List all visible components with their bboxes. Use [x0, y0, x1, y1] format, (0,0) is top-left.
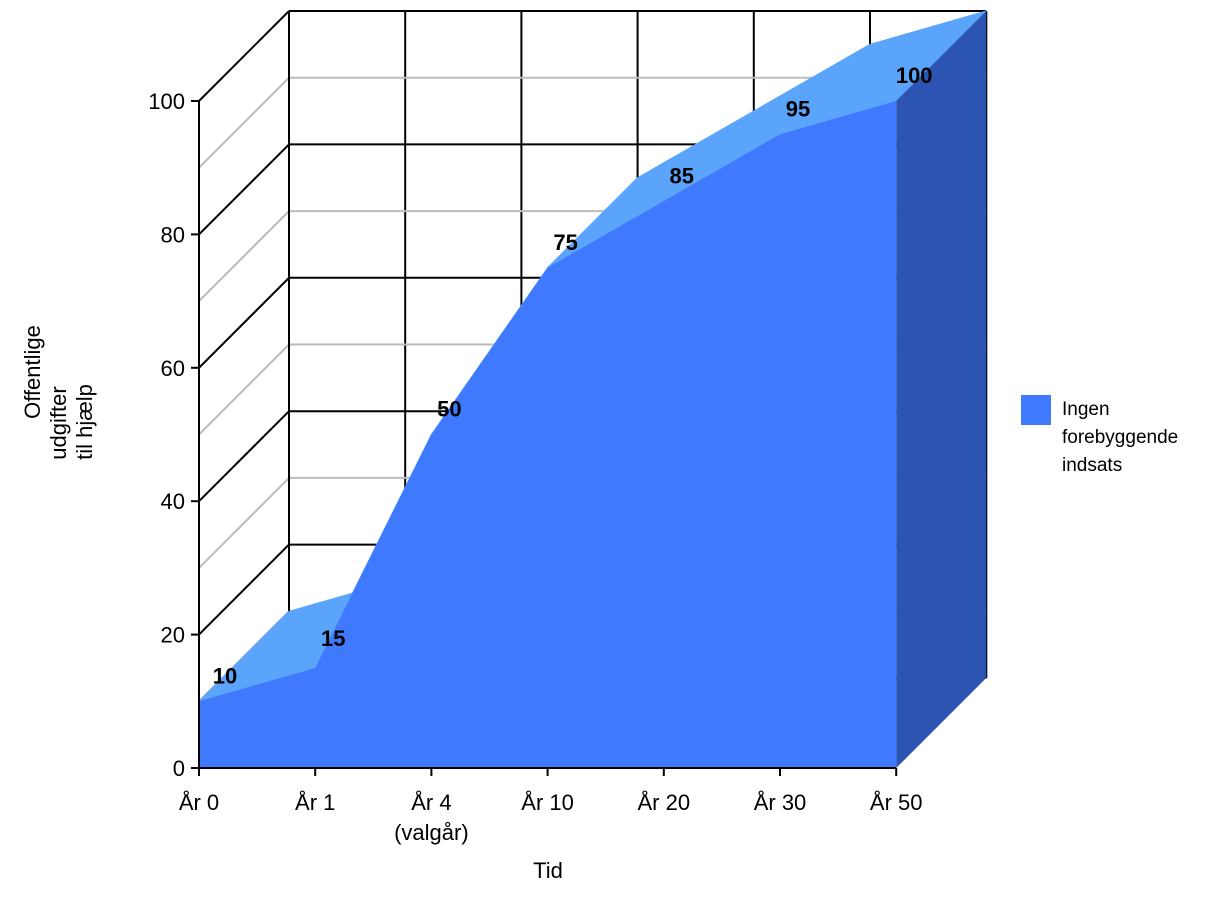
- y-axis-title-line-2: udgifter: [46, 386, 71, 459]
- x-tick-label: År 30: [754, 790, 807, 815]
- y-tick-label: 100: [148, 89, 185, 114]
- side-grid-diag: [198, 143, 290, 236]
- y-tick-label: 60: [161, 356, 185, 381]
- x-tick-label: År 0: [179, 790, 219, 815]
- x-tick-label: År 10: [521, 790, 574, 815]
- data-label: 95: [786, 97, 810, 122]
- axes: 0 20 40 60 80 100 År 0 År 1 År 4 (valgår) År 10 År …: [148, 89, 922, 845]
- data-label: 75: [553, 230, 577, 255]
- x-tick-label: År 50: [870, 790, 923, 815]
- area-series: [198, 10, 987, 768]
- side-grid-minor-diag: [198, 343, 290, 436]
- side-grid-diag: [198, 277, 290, 369]
- side-grid-diag: [198, 410, 290, 502]
- x-tick-label: År 20: [638, 790, 691, 815]
- side-grid-minor-diag: [198, 76, 290, 169]
- y-axis-title-line-3: til hjælp: [72, 384, 97, 460]
- x-tick-sublabel: (valgår): [394, 820, 469, 845]
- side-grid-diag: [198, 10, 290, 102]
- data-label: 50: [437, 397, 461, 422]
- x-tick-label: År 4: [411, 790, 451, 815]
- side-grid-diag: [198, 543, 290, 636]
- area-front-face: [199, 101, 897, 768]
- y-tick-label: 20: [161, 623, 185, 648]
- x-tick-label: År 1: [295, 790, 335, 815]
- legend-swatch: [1021, 395, 1051, 425]
- legend: Ingen forebyggende indsats: [1021, 395, 1178, 476]
- legend-label-line-1: Ingen: [1062, 399, 1110, 420]
- data-label: 100: [896, 63, 933, 88]
- legend-label-line-2: forebyggende: [1062, 427, 1178, 448]
- data-labels: 10 15 50 75 85 95 100: [213, 63, 933, 688]
- side-grid-minor-diag: [198, 210, 290, 302]
- data-label: 10: [213, 664, 237, 689]
- x-axis-title: Tid: [533, 858, 563, 883]
- data-label: 15: [321, 626, 345, 651]
- y-tick-label: 80: [161, 222, 185, 247]
- y-tick-label: 40: [161, 489, 185, 514]
- side-grid-minor-diag: [198, 477, 290, 569]
- y-axis-title-line-1: Offentlige: [20, 325, 45, 419]
- y-tick-label: 0: [173, 756, 185, 781]
- area-side-face: [896, 11, 987, 768]
- data-label: 85: [670, 163, 694, 188]
- legend-label-line-3: indsats: [1062, 455, 1122, 476]
